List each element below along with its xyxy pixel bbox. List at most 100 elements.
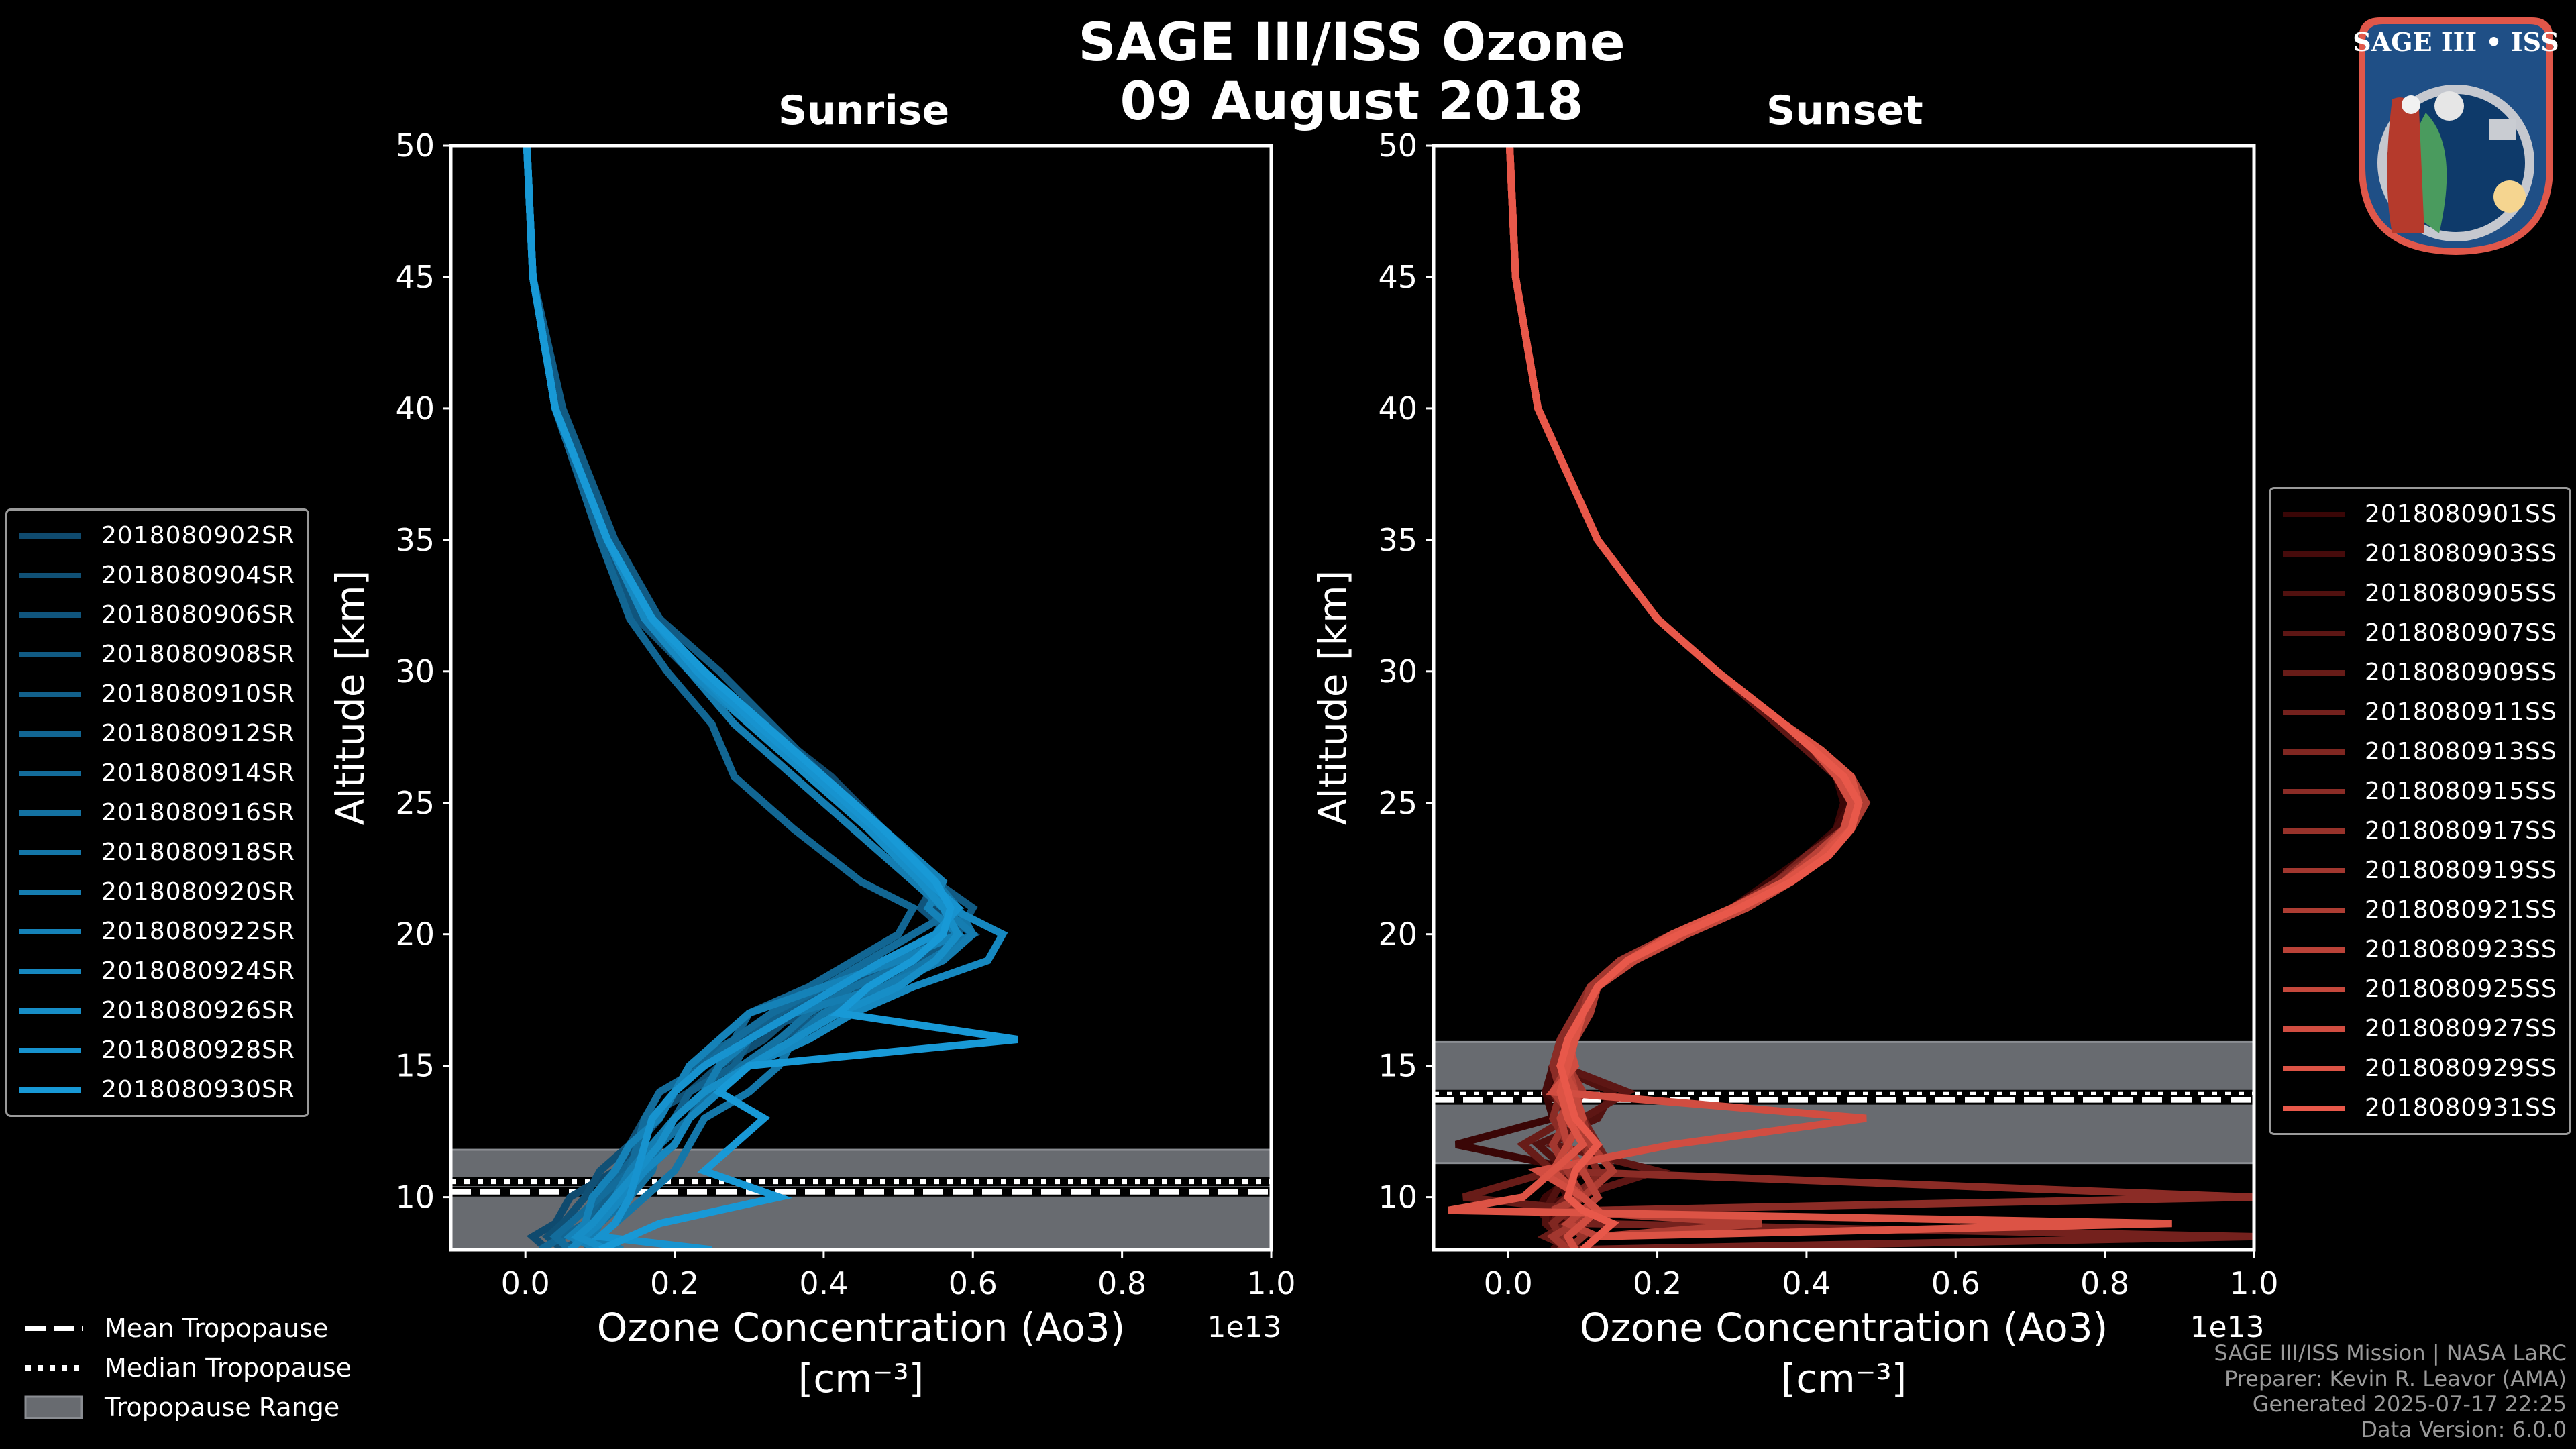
footer-credits: SAGE III/ISS Mission | NASA LaRC Prepare… [2214,1340,2567,1442]
x-tick-label: 0.8 [1097,1265,1146,1301]
legend-item: 2018080929SS [2283,1049,2557,1088]
legend-label: 2018080911SS [2365,698,2557,726]
legend-label: 2018080920SR [101,878,295,906]
profile-2018080931SS [1505,146,1863,1250]
legend-label: 2018080923SS [2365,936,2557,963]
profile-2018080924SR [523,146,1008,1250]
title-line1: SAGE III/ISS Ozone [1078,13,1625,73]
y-tick-label: 25 [1378,785,1417,821]
legend-item: 2018080901SS [2283,494,2557,534]
tropopause-legend: Mean Tropopause Median Tropopause Tropop… [24,1308,352,1427]
sunrise-chart: 10 15 20 25 30 35 40 45 50 0.0 0.2 0.4 0.6 0.8 1.0 1e13… [327,127,1296,1401]
x-tick-label: 1.0 [1246,1265,1295,1301]
legend-line-swatch [19,1087,81,1093]
axes-frame [449,144,1273,1252]
legend-label: 2018080909SS [2365,659,2557,686]
legend-label: 2018080905SS [2365,580,2557,607]
legend-label: 2018080916SR [101,799,295,826]
dotted-line-icon [25,1364,83,1371]
y-tick-label: 20 [395,916,435,953]
profile-2018080912SR [523,146,918,1250]
legend-line-swatch [19,1047,81,1053]
legend-line-swatch [2283,551,2345,557]
legend-item: 2018080931SS [2283,1088,2557,1128]
legend-item: 2018080904SR [19,555,295,595]
x-tick-label: 0.8 [2080,1265,2129,1301]
legend-item: 2018080902SR [19,516,295,555]
legend-item: 2018080919SS [2283,851,2557,890]
legend-item: 2018080908SR [19,635,295,674]
legend-line-swatch [19,928,81,934]
legend-line-swatch [19,770,81,776]
legend-item: 2018080922SR [19,912,295,951]
y-tick-label: 40 [1378,390,1417,427]
sunrise-title: Sunrise [778,87,950,134]
sunrise-legend: 2018080902SR 2018080904SR 2018080906SR 2018… [5,508,309,1117]
y-tick-label: 15 [1378,1048,1417,1084]
range-swatch-icon [24,1395,83,1419]
legend-item: 2018080903SS [2283,534,2557,574]
legend-item: 2018080924SR [19,951,295,991]
legend-label: 2018080922SR [101,918,295,945]
legend-line-swatch [19,889,81,895]
legend-item: 2018080930SR [19,1070,295,1110]
legend-label: 2018080925SS [2365,975,2557,1003]
legend-line-swatch [2283,907,2345,913]
legend-label: 2018080924SR [101,957,295,985]
x-axis-label: Ozone Concentration (Ao3) [597,1305,1126,1350]
footer-line3: Generated 2025-07-17 22:25 [2252,1391,2567,1417]
footer-line1: SAGE III/ISS Mission | NASA LaRC [2214,1340,2567,1366]
legend-item: 2018080925SS [2283,969,2557,1009]
legend-line-swatch [19,612,81,618]
y-tick-label: 30 [1378,653,1417,690]
legend-item: 2018080926SR [19,991,295,1030]
x-offset-label: 1e13 [1207,1310,1281,1344]
y-tick-label: 25 [395,785,435,821]
legend-label: 2018080927SS [2365,1015,2557,1042]
legend-item: 2018080921SS [2283,890,2557,930]
legend-item: 2018080927SS [2283,1009,2557,1049]
legend-item: 2018080910SR [19,674,295,714]
legend-line-swatch [2283,986,2345,992]
y-tick-label: 40 [395,390,435,427]
legend-label: 2018080901SS [2365,500,2557,528]
legend-line-swatch [19,849,81,855]
y-tick-label: 20 [1378,916,1417,953]
legend-item: 2018080909SS [2283,653,2557,692]
sage-iii-iss-mission-patch-icon: SAGE III • ISS [2345,12,2567,260]
legend-label: 2018080929SS [2365,1055,2557,1082]
legend-label: 2018080931SS [2365,1094,2557,1122]
y-axis-label: Altitude [km] [327,570,373,825]
legend-label: 2018080902SR [101,522,295,549]
y-tick-label: 10 [395,1179,435,1216]
legend-label: 2018080906SR [101,601,295,629]
legend-line-swatch [2283,749,2345,755]
y-tick-label: 50 [1378,127,1417,164]
profile-lines [1448,146,2254,1250]
legend-item: 2018080923SS [2283,930,2557,969]
x-tick-label: 0.6 [949,1265,998,1301]
legend-line-swatch [19,810,81,816]
sunset-chart: 10 15 20 25 30 35 40 45 50 0.0 0.2 0.4 0.6 0.8 1.0 1e13… [1310,127,2279,1401]
legend-label: 2018080917SS [2365,817,2557,845]
legend-label: 2018080913SS [2365,738,2557,765]
title-line2: 09 August 2018 [1120,72,1584,132]
legend-item: 2018080914SR [19,753,295,793]
x-offset-label: 1e13 [2190,1310,2264,1344]
legend-item: 2018080918SR [19,833,295,872]
x-tick-label: 0.0 [501,1265,550,1301]
x-axis-units: [cm⁻³] [798,1356,924,1401]
y-tick-label: 35 [395,522,435,558]
legend-line-swatch [19,572,81,578]
legend-line-swatch [2283,511,2345,517]
x-tick-label: 0.4 [1782,1265,1831,1301]
legend-line-swatch [2283,867,2345,873]
legend-line-swatch [2283,828,2345,834]
legend-line-swatch [2283,709,2345,715]
legend-label: 2018080914SR [101,759,295,787]
legend-line-swatch [2283,669,2345,676]
legend-item: 2018080915SS [2283,771,2557,811]
legend-median-tropopause: Median Tropopause [24,1348,352,1387]
legend-label: 2018080928SR [101,1036,295,1064]
